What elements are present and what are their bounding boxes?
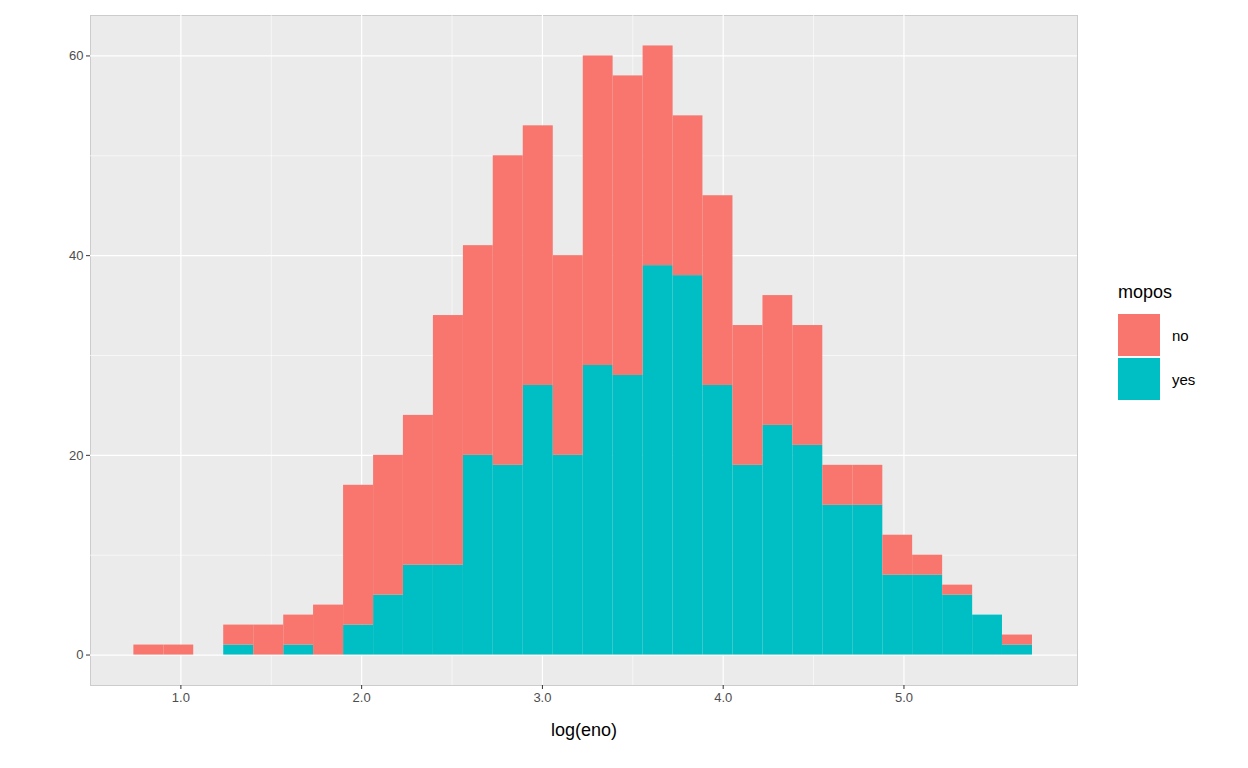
html-text:no: no (1172, 326, 1189, 344)
svg-text:0: 0 (76, 647, 83, 662)
svg-text:40: 40 (69, 248, 83, 263)
svg-text:20: 20 (69, 448, 83, 463)
svg-text:3.0: 3.0 (533, 690, 551, 705)
svg-text:60: 60 (69, 48, 83, 63)
svg-text:log(eno): log(eno) (551, 720, 617, 740)
html-text:yes: yes (1172, 370, 1196, 388)
svg-text:1.0: 1.0 (172, 690, 190, 705)
html-text:mopos: mopos (1118, 282, 1172, 302)
svg-text:4.0: 4.0 (714, 690, 732, 705)
svg-text:5.0: 5.0 (895, 690, 913, 705)
svg-text:2.0: 2.0 (353, 690, 371, 705)
